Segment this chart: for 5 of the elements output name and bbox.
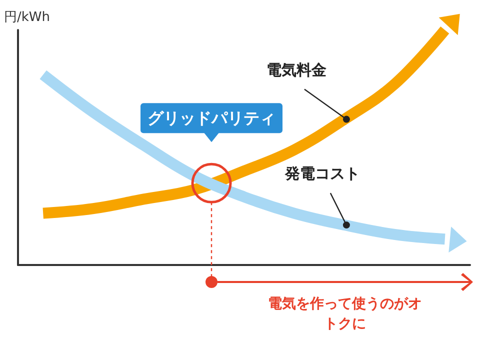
text: 電気料金: [266, 60, 326, 79]
annotation: グリッドパリティ: [148, 108, 276, 128]
series-label: 発電コスト: [284, 164, 360, 183]
text: 電気を作って使うのがオトクに: [268, 296, 422, 332]
y-axis-title: 円/kWh: [4, 10, 50, 25]
